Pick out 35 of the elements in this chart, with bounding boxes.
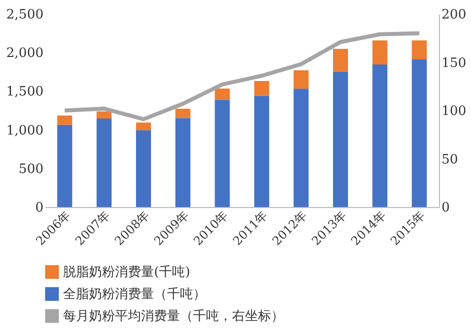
y2-tick-label: 0 bbox=[442, 200, 450, 216]
y2-tick-label: 200 bbox=[442, 8, 466, 22]
y-tick-label: 1,500 bbox=[6, 84, 44, 100]
bar bbox=[96, 118, 112, 207]
bar bbox=[57, 116, 72, 125]
y-tick-label: 1,000 bbox=[6, 123, 44, 138]
y-tick-label: 2,500 bbox=[6, 8, 44, 22]
bar bbox=[294, 70, 309, 89]
bar bbox=[412, 40, 427, 60]
bar bbox=[57, 124, 72, 207]
bar bbox=[214, 100, 230, 207]
y2-tick-label: 150 bbox=[442, 56, 466, 71]
bar bbox=[175, 118, 190, 207]
y2-tick-label: 100 bbox=[442, 104, 466, 119]
legend-label: 脱脂奶粉消费量(千吨) bbox=[63, 265, 190, 280]
bar bbox=[254, 96, 270, 207]
bar bbox=[136, 122, 151, 130]
y-tick-label: 0 bbox=[35, 200, 44, 216]
bar bbox=[372, 64, 388, 207]
legend-label: 全脂奶粉消费量（千吨） bbox=[63, 287, 206, 302]
bar bbox=[175, 108, 190, 118]
bar bbox=[412, 59, 427, 207]
line-series bbox=[62, 31, 422, 122]
bar bbox=[96, 111, 112, 119]
y2-tick-label: 50 bbox=[442, 152, 458, 168]
bar bbox=[372, 40, 388, 64]
y-tick-label: 500 bbox=[18, 162, 44, 177]
bar bbox=[254, 81, 270, 96]
y-tick-label: 2,000 bbox=[6, 46, 44, 62]
legend-label: 每月奶粉平均消费量（千吨，右坐标） bbox=[63, 309, 284, 324]
bar bbox=[214, 88, 230, 100]
bar bbox=[294, 88, 309, 207]
bar bbox=[136, 130, 151, 207]
bar bbox=[333, 48, 348, 72]
bar bbox=[333, 72, 348, 207]
